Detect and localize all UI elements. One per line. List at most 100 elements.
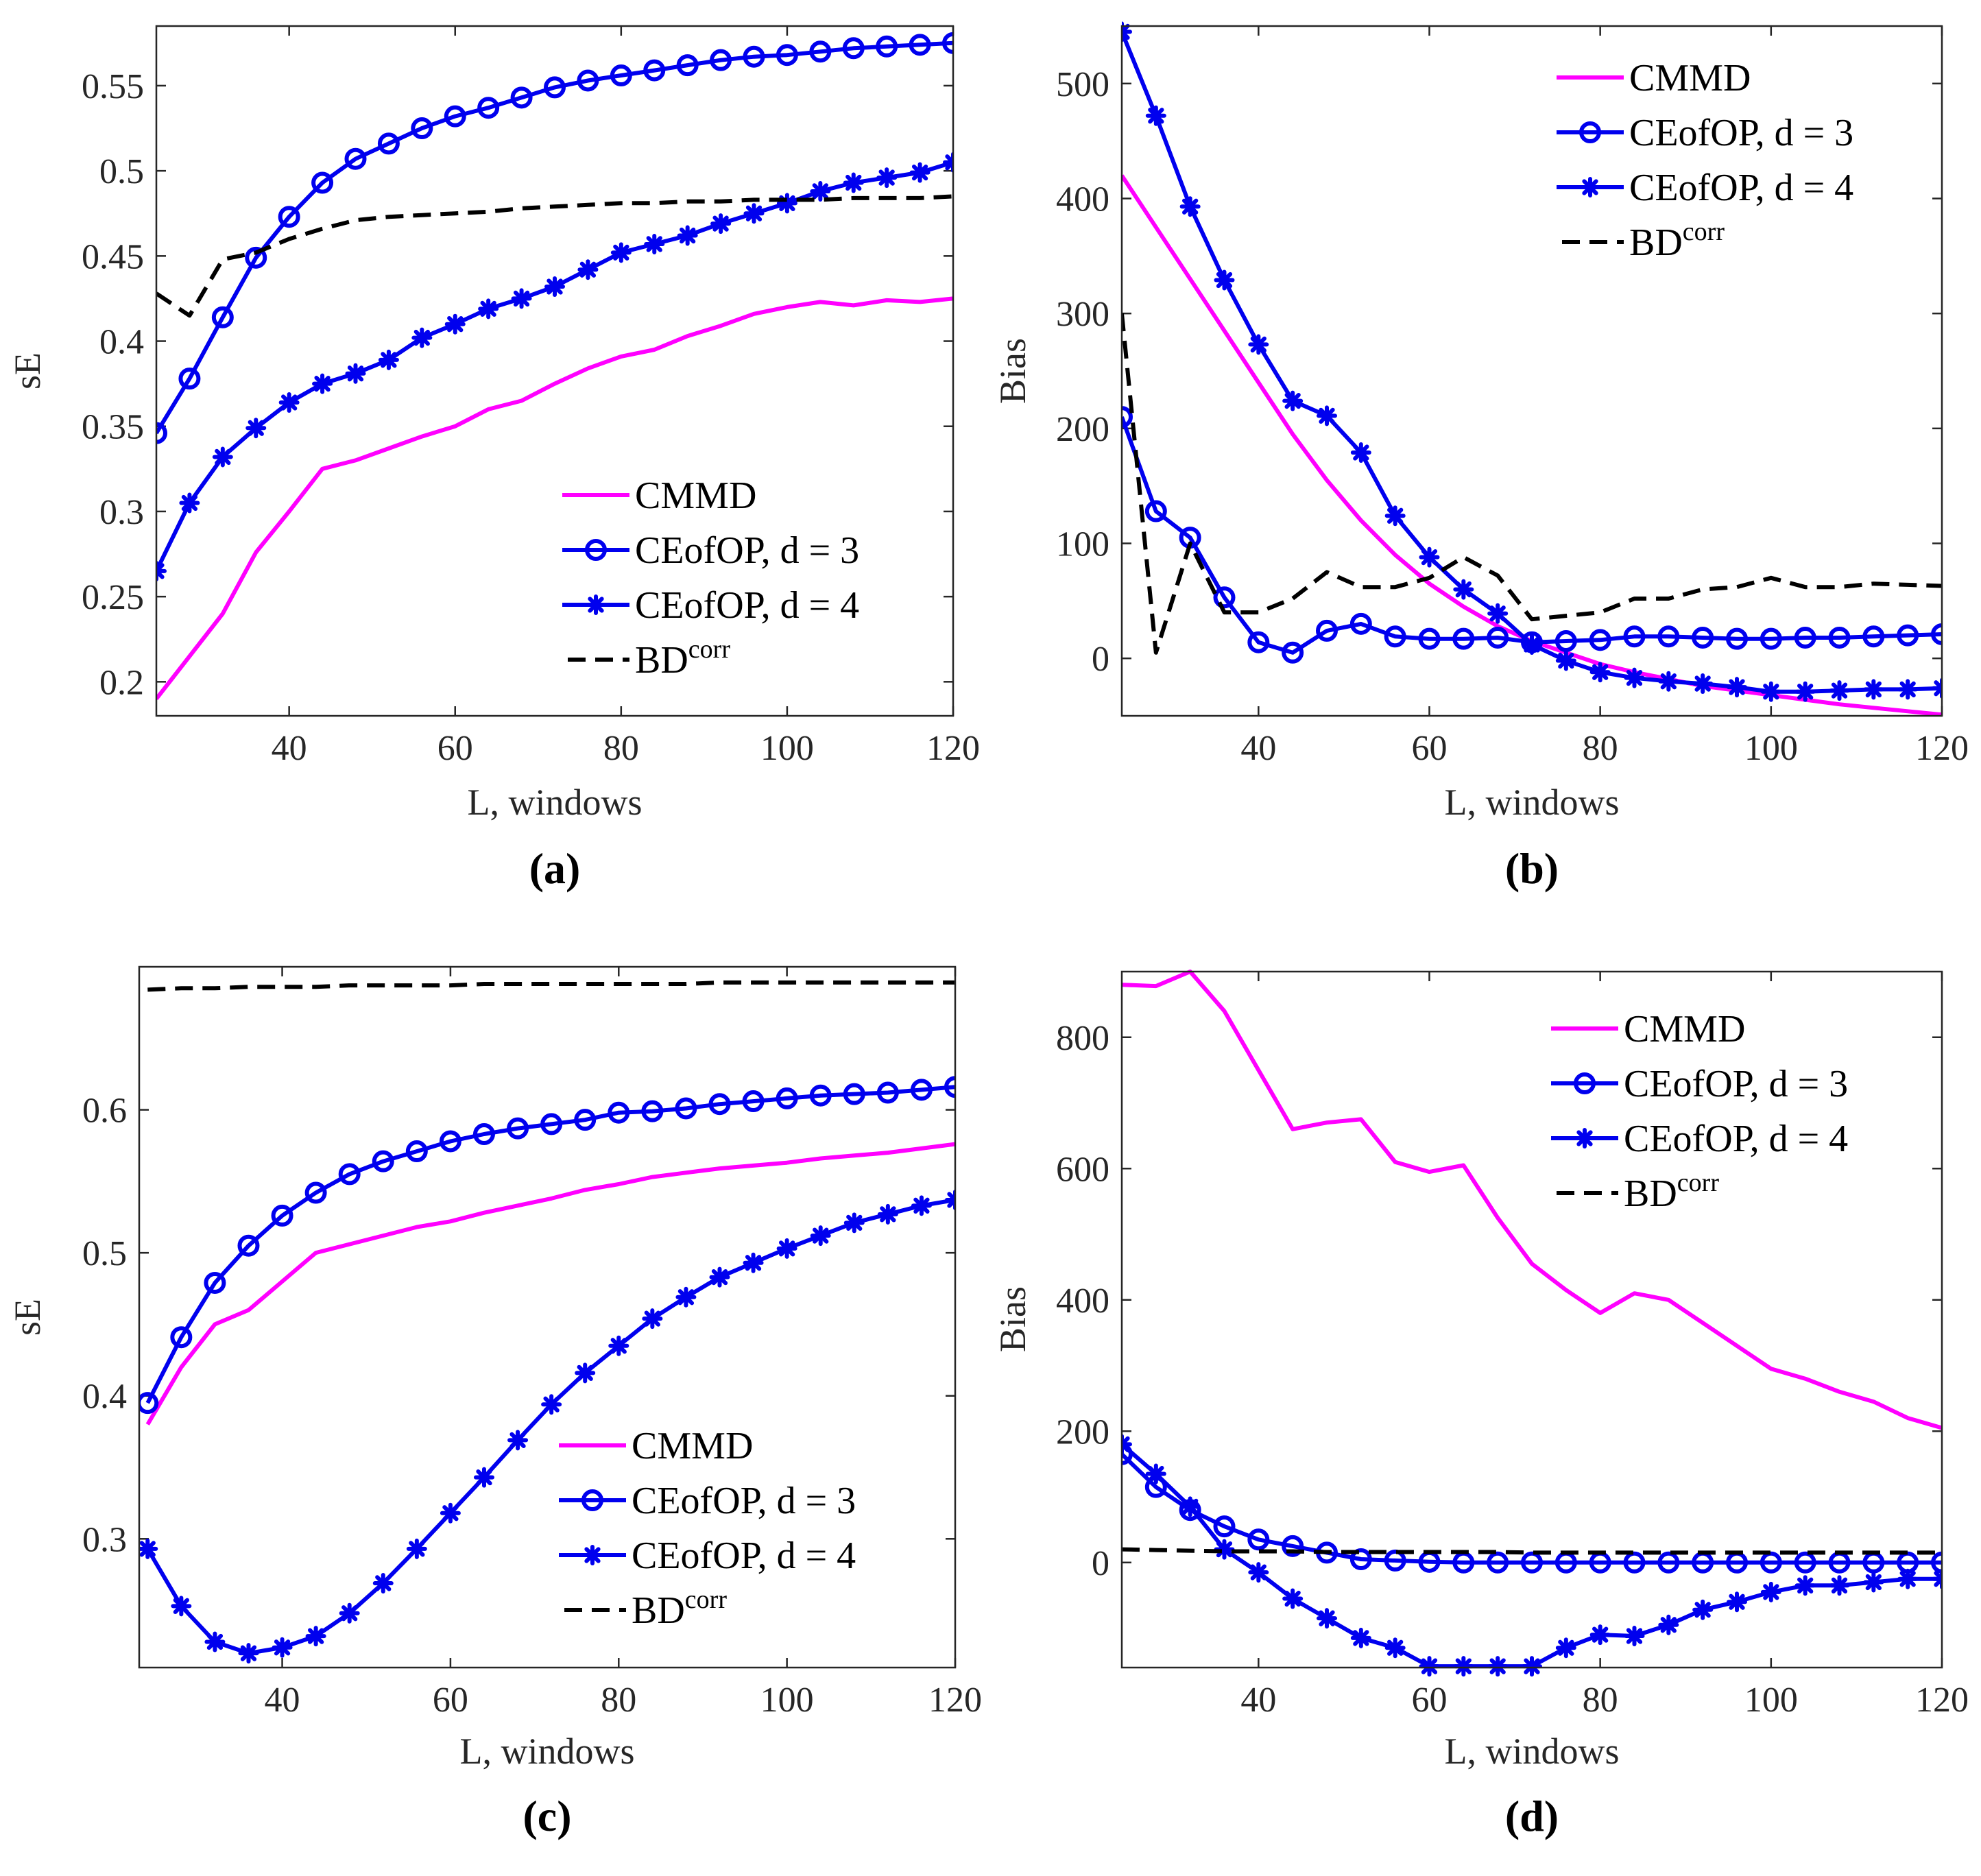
data-point-d3: [1349, 1548, 1372, 1571]
data-point-d4: [511, 288, 532, 309]
panel-caption: (b): [1505, 844, 1559, 893]
legend-item: BDcorr: [1562, 217, 1725, 264]
data-point-d3: [942, 32, 953, 54]
legend-label: CMMD: [1624, 1008, 1745, 1050]
data-point-d4: [575, 1362, 596, 1384]
data-point-d4-stroke: [1592, 1626, 1609, 1643]
data-point-d3: [139, 1392, 159, 1415]
series-line-d3: [156, 40, 953, 435]
data-point-d3: [211, 306, 234, 328]
data-point-d4-stroke: [173, 1598, 189, 1614]
data-point-d3: [675, 1097, 697, 1120]
data-point-d4-stroke: [1284, 1590, 1301, 1607]
data-point-d3: [1282, 641, 1304, 664]
data-point-d4: [1282, 390, 1304, 411]
plot-frame: [1120, 970, 1943, 1669]
data-point-d4: [743, 1252, 764, 1273]
legend-item: CEofOP, d = 4: [559, 1535, 856, 1577]
data-point-d4-stroke: [745, 205, 763, 221]
legend-item: CEofOP, d = 4: [1551, 1118, 1848, 1160]
legend-label: CEofOP, d = 4: [632, 1535, 856, 1577]
series-line-d4: [156, 160, 953, 573]
data-point-d4: [1282, 1588, 1304, 1609]
legend-label: CEofOP, d = 3: [1629, 112, 1853, 154]
legend-label: CEofOP, d = 3: [635, 529, 859, 572]
y-tick-label: 500: [1056, 65, 1109, 104]
data-point-d4-stroke: [610, 1338, 627, 1354]
data-point-d3: [1247, 631, 1270, 653]
data-point-d3: [809, 1084, 832, 1107]
data-point-d3: [1828, 626, 1851, 649]
legend-item: BDcorr: [568, 635, 730, 682]
data-point-d4-stroke: [1319, 407, 1335, 424]
legend-marker-d4: [1580, 177, 1600, 197]
data-point-d3: [1122, 406, 1133, 429]
x-tick-label: 120: [1915, 1681, 1969, 1720]
data-point-d3: [156, 422, 167, 444]
y-tick-label: 400: [1056, 1282, 1109, 1321]
data-point-d4: [644, 233, 665, 254]
data-point-d4: [1897, 679, 1919, 700]
data-point-d3: [1657, 1551, 1680, 1574]
legend-marker-d4-stroke: [1576, 1130, 1593, 1146]
data-point-d4: [675, 1286, 697, 1308]
legend-marker-d3: [1574, 1072, 1596, 1094]
data-point-d4: [278, 392, 300, 413]
data-point-d4-stroke: [1934, 1571, 1942, 1582]
legend-marker-d3: [581, 1489, 603, 1511]
data-point-d3: [910, 1079, 933, 1101]
data-point-d4: [1658, 1614, 1679, 1635]
data-point-d4-stroke: [1353, 1630, 1369, 1646]
series-line-bd: [147, 980, 955, 992]
data-point-d4: [312, 373, 333, 394]
panel-caption: (c): [523, 1792, 571, 1840]
y-tick-label: 0.5: [99, 152, 144, 191]
data-point-d3: [1794, 1551, 1816, 1574]
x-tick-label: 120: [926, 729, 980, 768]
y-tick-label: 0.25: [82, 578, 144, 617]
legend-superscript: corr: [1683, 217, 1725, 246]
data-point-d4-stroke: [509, 1432, 526, 1449]
data-point-d4: [1419, 1656, 1440, 1677]
data-point-d3: [278, 206, 300, 228]
data-point-d4-stroke: [547, 278, 563, 295]
series-group: [139, 980, 955, 1664]
data-point-d3: [1521, 1551, 1543, 1574]
data-point-d4: [1487, 603, 1509, 624]
data-point-d4: [909, 162, 931, 183]
data-point-d3: [842, 37, 865, 60]
data-point-d4: [810, 180, 831, 202]
data-point-d4: [1932, 677, 1942, 699]
data-point-d3: [710, 49, 732, 71]
data-point-d4-stroke: [1182, 198, 1199, 215]
y-tick-label: 0.45: [82, 237, 144, 276]
data-point-d3: [271, 1204, 293, 1227]
data-point-d4: [345, 363, 366, 384]
panel-b: 40 60 80 100 120 0 100 200 300 400 500 L, windows Bi…: [992, 21, 1969, 893]
data-point-d4: [1145, 105, 1166, 126]
data-point-d4-stroke: [1524, 636, 1540, 653]
data-point-d4: [1214, 1539, 1235, 1560]
data-point-d4-stroke: [1694, 675, 1711, 692]
data-point-d3: [608, 1101, 630, 1124]
legend-label: CEofOP, d = 4: [635, 584, 859, 627]
data-point-d4-stroke: [677, 1289, 695, 1306]
data-point-d3: [1418, 627, 1441, 650]
data-point-d4: [608, 1335, 629, 1356]
y-tick-label: 0: [1092, 640, 1109, 679]
data-point-d4: [945, 1189, 955, 1210]
x-tick-label: 80: [1583, 1681, 1618, 1720]
data-point-d4-stroke: [880, 1206, 896, 1223]
data-point-d4-stroke: [1489, 1658, 1506, 1674]
x-tick-label: 100: [760, 1681, 814, 1720]
legend: CMMD CEofOP, d = 3 CEofOP, d = 4 BDcorr: [1551, 1008, 1848, 1215]
data-point-d4-stroke: [1865, 1574, 1882, 1591]
data-point-d4: [1248, 334, 1269, 355]
legend-label: CEofOP, d = 4: [1629, 167, 1853, 209]
data-point-d4-stroke: [745, 1255, 762, 1271]
data-point-d4: [1932, 1568, 1942, 1589]
data-point-d4: [1589, 1624, 1611, 1646]
data-point-d4: [1624, 1626, 1645, 1647]
data-point-d4-stroke: [778, 1240, 795, 1257]
data-point-d4: [843, 1212, 865, 1234]
